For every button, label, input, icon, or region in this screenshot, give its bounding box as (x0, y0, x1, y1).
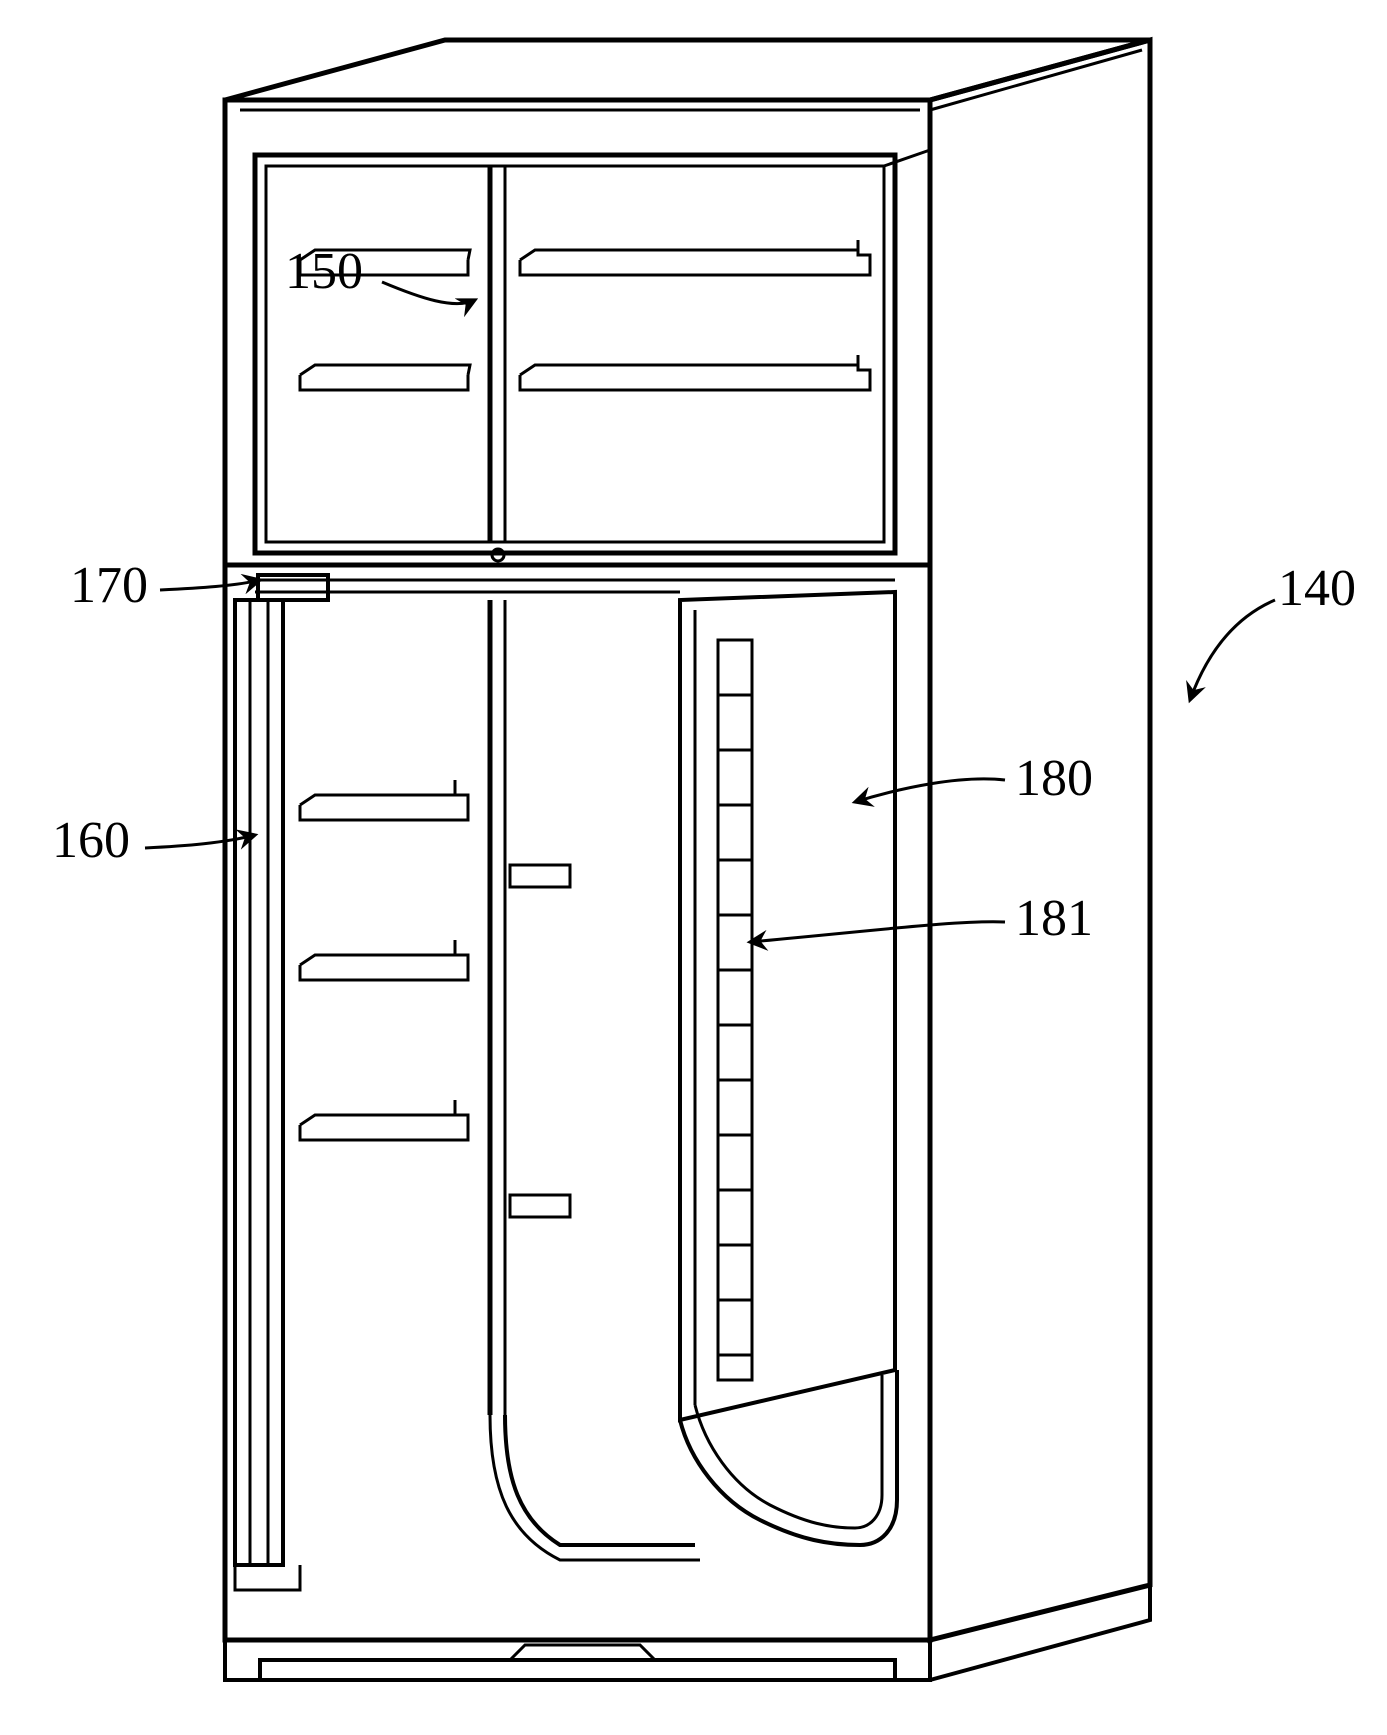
leader-181 (750, 922, 1005, 942)
divider (225, 565, 930, 592)
label-150: 150 (285, 243, 363, 300)
fridge-rail-2 (300, 940, 468, 980)
leader-160 (145, 835, 255, 848)
leader-150 (382, 282, 475, 304)
labels: 150 170 160 140 180 181 (52, 243, 1356, 947)
fridge-rail-1 (300, 780, 468, 820)
ladder-strip (718, 640, 752, 1380)
cover-panel (490, 592, 897, 1560)
fridge-rail-3 (300, 1100, 468, 1140)
label-160: 160 (52, 812, 130, 869)
cabinet-base (225, 1585, 1150, 1680)
leader-140 (1190, 600, 1275, 700)
label-181: 181 (1015, 890, 1093, 947)
figure: 150 170 160 140 180 181 (0, 0, 1387, 1735)
fridge-compartment (300, 600, 570, 1415)
leader-170 (160, 580, 260, 590)
label-180: 180 (1015, 750, 1093, 807)
freezer-rail-1 (300, 240, 870, 275)
label-140: 140 (1278, 560, 1356, 617)
door-bar (235, 600, 300, 1590)
freezer-rail-2 (300, 355, 870, 390)
leaders (145, 282, 1275, 942)
label-170: 170 (70, 557, 148, 614)
cabinet-outline (225, 40, 1150, 1640)
freezer-compartment (255, 150, 930, 561)
